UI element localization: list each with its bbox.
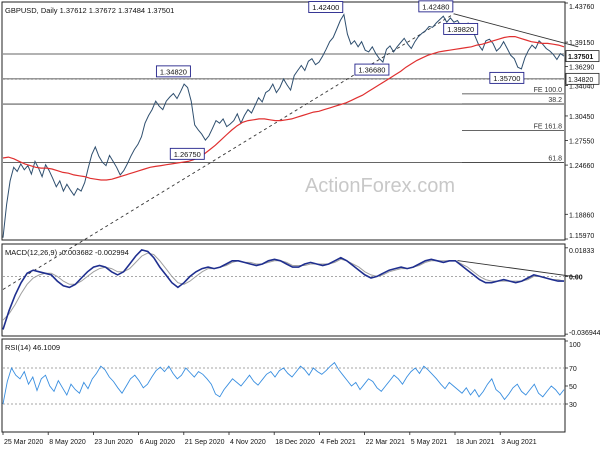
price-tick-label-6: 1.24660 — [569, 163, 594, 170]
price-tick-label-5: 1.27550 — [569, 139, 594, 146]
last-price-label: 1.37501 — [568, 54, 593, 61]
macd-axis: 0.01833 0.00 -0.036944 — [565, 247, 600, 337]
rsi-tick-label-1: 70 — [569, 366, 577, 373]
price-tick-label-7: 1.18860 — [569, 212, 594, 219]
rsi-panel-frame — [1, 338, 566, 433]
x-tick-label-6: 18 Dec 2020 — [275, 439, 315, 446]
annotation-2: 1.39820 — [443, 22, 479, 35]
price-tick-label-0: 1.43760 — [569, 4, 594, 11]
price-trendline-1 — [453, 13, 579, 48]
annotation-6: 1.26750 — [169, 147, 205, 160]
price-trendline-0 — [2, 13, 455, 290]
rsi-tick-label-0: 100 — [569, 342, 581, 349]
last-price-box — [565, 50, 600, 63]
annotation-label-1: 1.42480 — [422, 2, 449, 11]
x-tick-label-7: 4 Feb 2021 — [320, 439, 356, 446]
rsi-tick-label-2: 50 — [569, 384, 577, 391]
x-tick-label-11: 3 Aug 2021 — [501, 439, 537, 446]
macd-tick-label-1: 0.00 — [569, 274, 583, 281]
price-axis: 1.43760 1.39150 1.36290 1.34040 1.30450 1.275… — [565, 2, 600, 240]
annotation-label-3: 1.36680 — [358, 66, 385, 75]
price-panel-title: GBPUSD, Daily 1.37612 1.37672 1.37484 1.… — [5, 6, 174, 15]
rsi-series-line — [2, 361, 565, 405]
x-tick-label-1: 8 May 2020 — [49, 439, 86, 446]
watermark: ActionForex.com — [305, 175, 455, 197]
annotation-box-6 — [169, 147, 205, 160]
annotation-box-2 — [443, 22, 479, 35]
annotation-box-4 — [489, 71, 525, 84]
annotation-3: 1.36680 — [354, 63, 390, 76]
annotation-box-1 — [418, 0, 454, 13]
annotation-box-5 — [155, 65, 191, 78]
macd-tick-label-0: 0.01833 — [569, 248, 594, 255]
annotation-box-0 — [308, 1, 344, 13]
fib-level-label-0: FE 100.0 — [534, 87, 563, 94]
price-panel-frame — [1, 1, 566, 241]
date-axis: 25 Mar 2020 8 May 2020 23 Jun 2020 6 Aug 20… — [2, 432, 537, 446]
x-tick-label-8: 22 Mar 2021 — [366, 439, 405, 446]
rsi-series — [2, 361, 565, 405]
macd-panel-title: MACD(12,26,9) -0.003682 -0.002994 — [5, 248, 129, 257]
annotation-label-2: 1.39820 — [447, 25, 474, 34]
annotation-1: 1.42480 — [418, 0, 454, 13]
price-tick-label-1: 1.39150 — [569, 40, 594, 47]
macd-tick-label-2: -0.036944 — [569, 330, 600, 337]
annotation-0: 1.42400 — [308, 1, 344, 13]
x-tick-label-0: 25 Mar 2020 — [4, 439, 43, 446]
annotation-4: 1.35700 — [489, 71, 525, 84]
x-tick-label-2: 23 Jun 2020 — [94, 439, 133, 446]
macd-series — [2, 249, 579, 330]
price-trendlines — [2, 13, 579, 290]
level-box — [565, 72, 600, 85]
fib-level-label-1: 38.2 — [548, 97, 562, 104]
x-tick-label-5: 4 Nov 2020 — [230, 439, 266, 446]
macd-panel-frame — [1, 243, 566, 337]
rsi-panel-title: RSI(14) 46.1009 — [5, 343, 60, 352]
level-box-label: 1.34820 — [568, 77, 593, 84]
x-tick-label-10: 18 Jun 2021 — [456, 439, 495, 446]
x-tick-label-9: 5 May 2021 — [411, 439, 448, 446]
annotation-5: 1.34820 — [155, 65, 191, 78]
fib-level-label-2: FE 161.8 — [534, 123, 563, 130]
macd-trendline-0 — [457, 260, 579, 278]
annotation-label-5: 1.34820 — [160, 67, 187, 76]
price-tick-label-3: 1.34040 — [569, 83, 594, 90]
price-annotations: 1.42400 1.42480 1.39820 1.36680 1.35700 1.348… — [155, 0, 525, 160]
annotation-label-0: 1.42400 — [312, 3, 339, 12]
annotation-box-3 — [354, 63, 390, 76]
rsi-tick-label-3: 30 — [569, 402, 577, 409]
price-tick-label-8: 1.15970 — [569, 233, 594, 240]
annotation-label-4: 1.35700 — [493, 74, 520, 83]
x-tick-label-3: 6 Aug 2020 — [140, 439, 176, 446]
annotation-label-6: 1.26750 — [174, 150, 201, 159]
rsi-axis: 100 70 50 30 — [565, 340, 581, 409]
macd-series-macd — [2, 249, 564, 330]
price-tick-label-2: 1.36290 — [569, 64, 594, 71]
x-tick-label-4: 21 Sep 2020 — [185, 439, 225, 446]
price-series-moving-average — [2, 35, 565, 181]
price-tick-label-4: 1.30450 — [569, 114, 594, 121]
fib-level-label-3: 61.8 — [548, 156, 562, 163]
